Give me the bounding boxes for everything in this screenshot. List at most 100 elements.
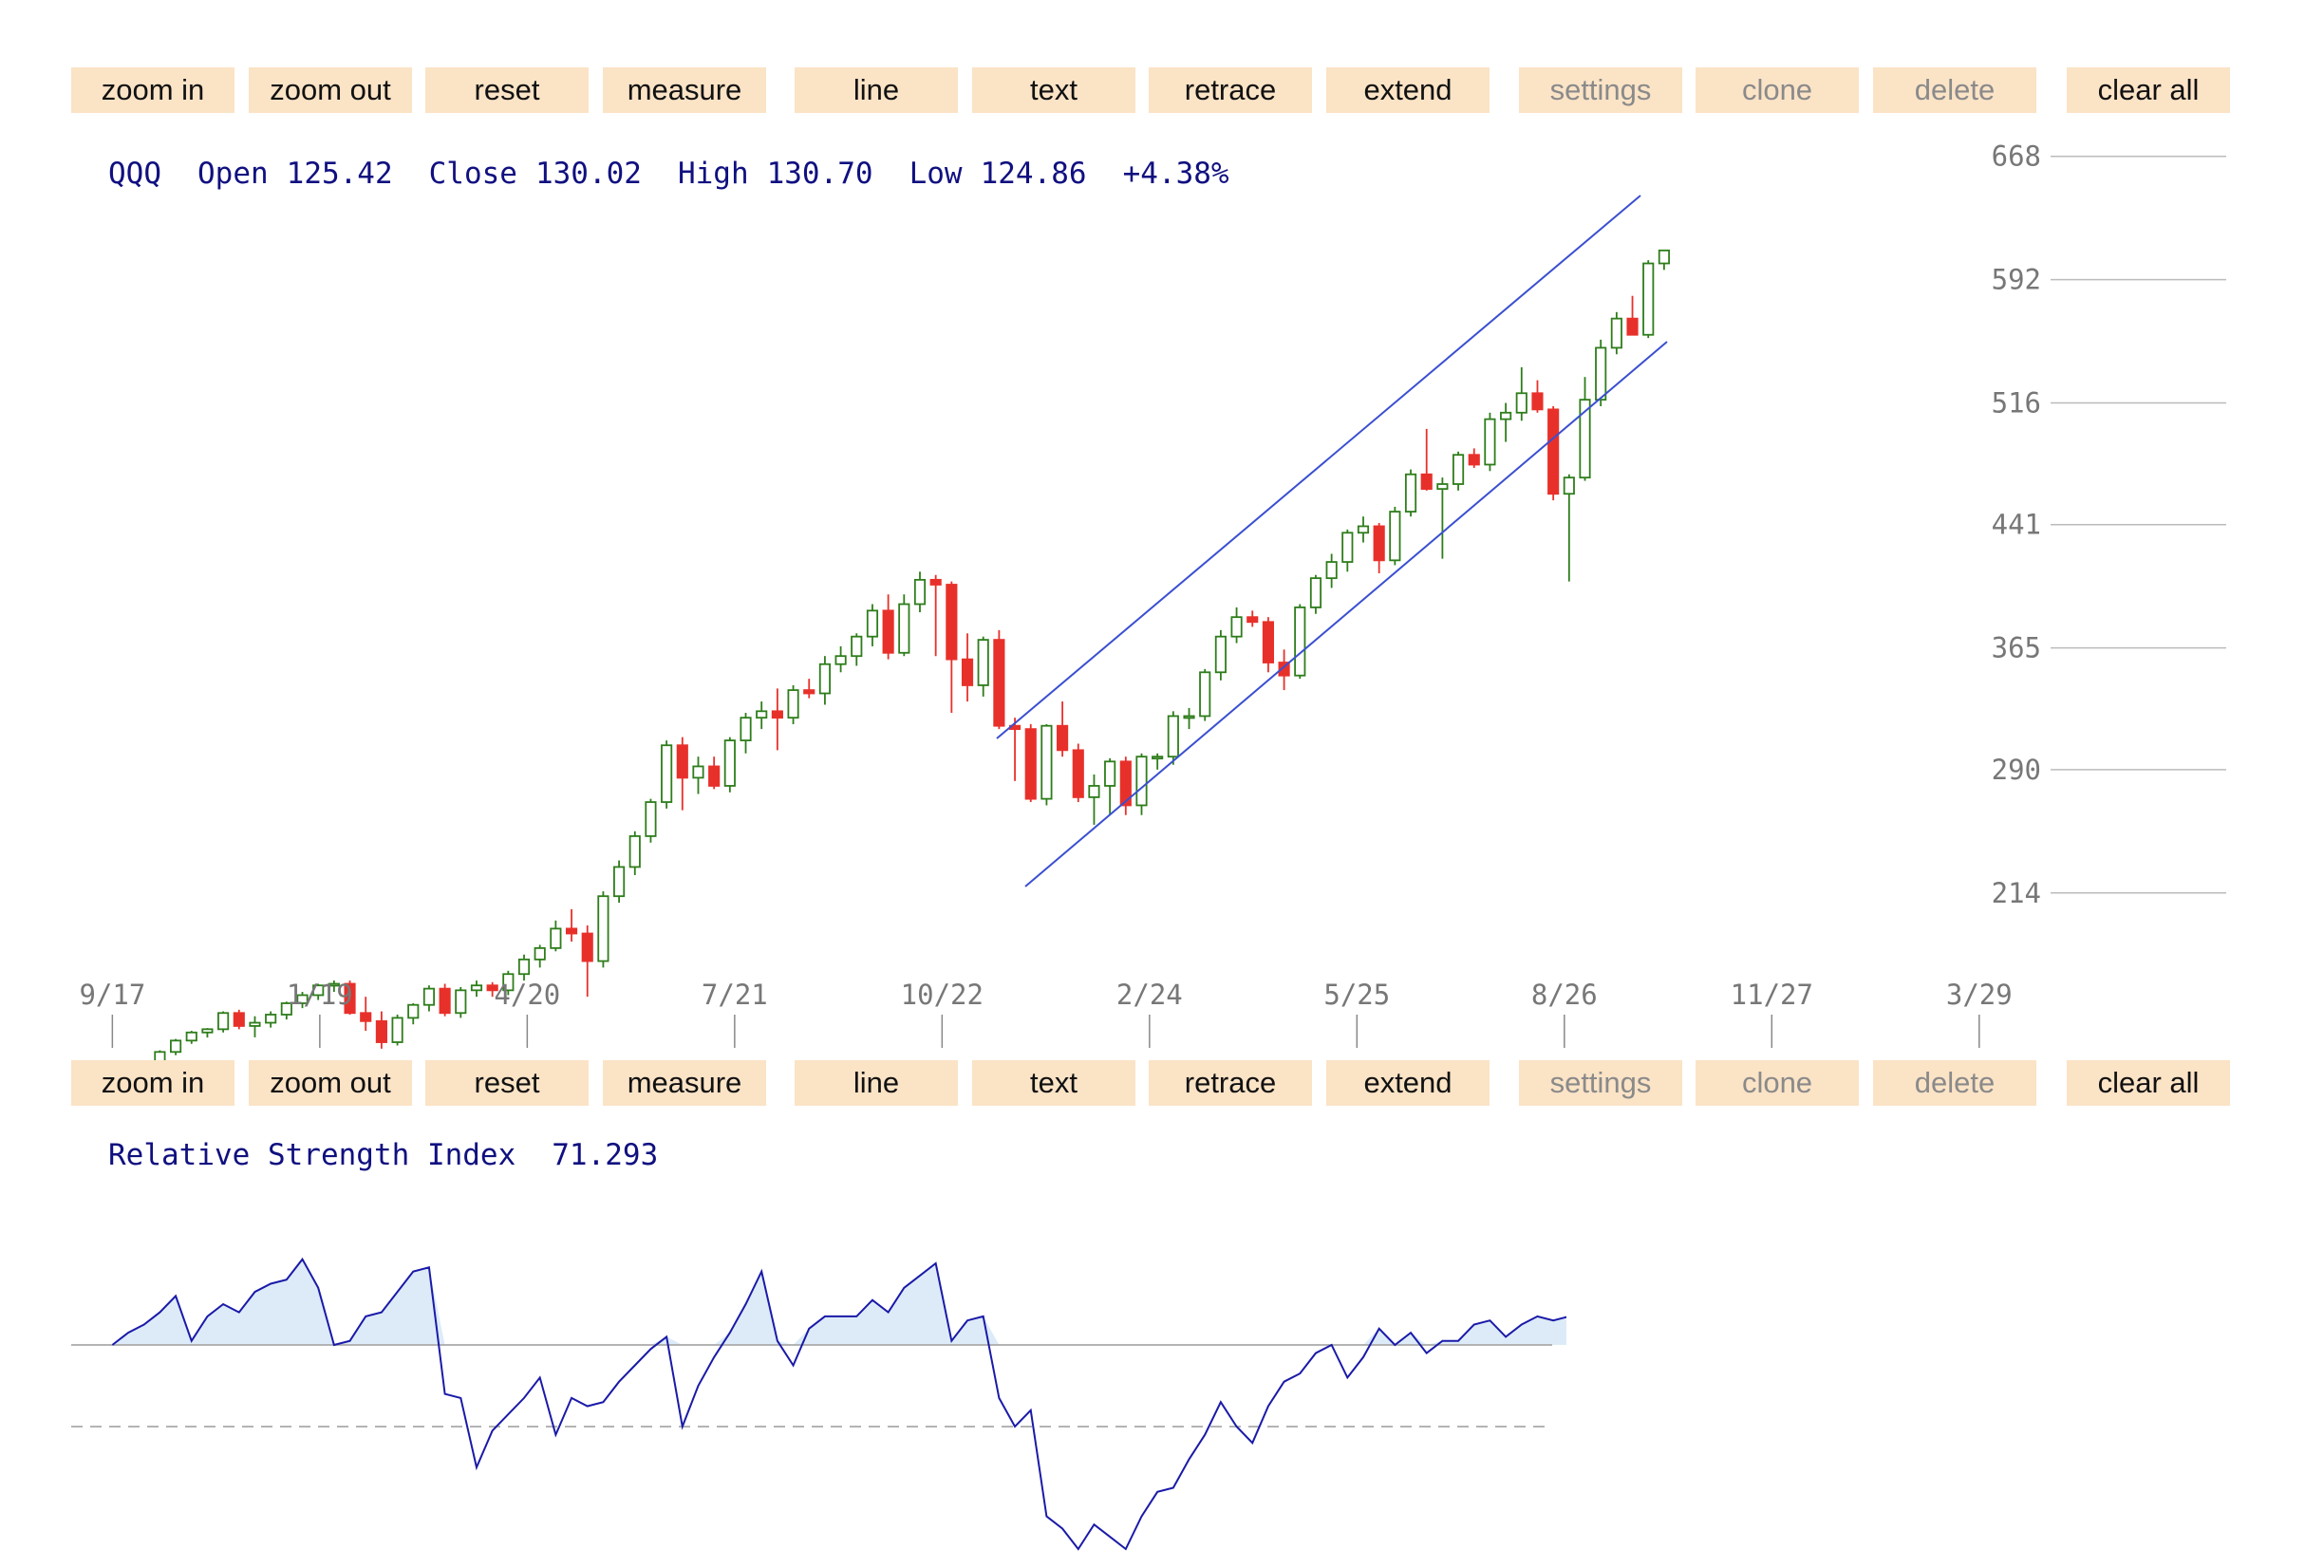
candle: [1579, 377, 1591, 481]
candle-body: [1531, 392, 1544, 411]
text-button[interactable]: text: [972, 67, 1135, 113]
rsi-chart[interactable]: Relative Strength Index 71.293: [0, 1093, 1566, 1568]
candle-body: [913, 578, 927, 606]
candle-body: [328, 982, 340, 987]
candlestick-chart[interactable]: 214 290 365 441 516 592 668 9/17 1/19 4/20 7/21 10…: [0, 0, 2324, 1068]
candle-body: [645, 801, 657, 837]
candle: [834, 645, 847, 673]
candle: [1547, 405, 1560, 501]
candle-body: [851, 635, 863, 658]
candle: [375, 1011, 387, 1049]
date-tick-label: 10/22: [901, 979, 984, 1011]
line-button[interactable]: line: [795, 67, 958, 113]
candle: [771, 688, 783, 751]
candle: [1309, 574, 1322, 614]
candle: [439, 983, 451, 1017]
change-value: +4.38%: [1123, 157, 1229, 191]
reset-button[interactable]: reset: [425, 1060, 589, 1106]
clear-all-button[interactable]: clear all: [2067, 67, 2230, 113]
candle: [929, 574, 942, 657]
candle-body: [977, 639, 989, 686]
candle-body: [1104, 760, 1116, 787]
candle: [692, 756, 704, 794]
candle-body: [1199, 671, 1211, 718]
trend-channel[interactable]: [996, 195, 1668, 887]
candle: [1595, 339, 1607, 406]
drawing-toolbar-bottom: zoom in zoom out reset measure line text retra…: [0, 1060, 2324, 1106]
candle: [486, 981, 498, 998]
delete-button[interactable]: delete: [1873, 67, 2036, 113]
price-tick-label: 516: [1992, 387, 2041, 420]
retrace-button[interactable]: retrace: [1149, 67, 1312, 113]
zoom-in-button[interactable]: zoom in: [71, 67, 234, 113]
zoom-out-button[interactable]: zoom out: [249, 67, 412, 113]
candle: [977, 636, 989, 697]
candle-body: [344, 982, 356, 1015]
candle: [312, 983, 325, 1000]
line-button[interactable]: line: [795, 1060, 958, 1106]
date-tick-label: 1/19: [287, 979, 353, 1011]
candle: [565, 908, 578, 943]
candle-body: [1325, 561, 1338, 580]
candle-body: [929, 578, 942, 586]
price-axis: 214 290 365 441 516 592 668: [1992, 140, 2041, 909]
retrace-button[interactable]: retrace: [1149, 1060, 1312, 1106]
candle-body: [217, 1012, 230, 1031]
quote-info: QQQ Open 125.42 Close 130.02 High 130.70 Low 124…: [108, 157, 1229, 191]
channel-upper-line[interactable]: [996, 195, 1641, 739]
open-value: 125.42: [287, 157, 393, 191]
candle: [1642, 260, 1655, 339]
candle: [1357, 516, 1370, 543]
candle: [1484, 412, 1496, 472]
candle: [1389, 506, 1401, 566]
candle: [993, 629, 1005, 730]
candle-body: [1452, 454, 1465, 485]
price-tick-label: 365: [1992, 632, 2041, 664]
candle-body: [422, 987, 436, 1006]
clone-button[interactable]: clone: [1696, 1060, 1859, 1106]
candle-body: [740, 717, 752, 741]
candle-body: [756, 710, 768, 719]
date-tick-label: 3/29: [1946, 979, 2013, 1011]
date-tick-label: 9/17: [79, 979, 145, 1011]
candle-body: [597, 895, 609, 962]
price-tick-label: 592: [1992, 264, 2041, 296]
clear-all-button[interactable]: clear all: [2067, 1060, 2230, 1106]
candle: [1515, 366, 1527, 421]
candle: [1341, 529, 1354, 572]
zoom-in-button[interactable]: zoom in: [71, 1060, 234, 1106]
candle-body: [1278, 662, 1290, 677]
measure-button[interactable]: measure: [603, 67, 766, 113]
candle-body: [1547, 408, 1560, 495]
open-label: Open: [197, 157, 269, 191]
candle-body: [1642, 262, 1655, 336]
zoom-out-button[interactable]: zoom out: [249, 1060, 412, 1106]
rsi-value: 71.293: [552, 1138, 658, 1172]
extend-button[interactable]: extend: [1326, 1060, 1490, 1106]
measure-button[interactable]: measure: [603, 1060, 766, 1106]
reset-button[interactable]: reset: [425, 67, 589, 113]
candle-body: [265, 1014, 277, 1024]
candle-body: [676, 744, 688, 779]
close-value: 130.02: [535, 157, 642, 191]
candle-body: [280, 1002, 292, 1016]
candle-body: [1484, 418, 1496, 466]
candle: [470, 980, 483, 998]
candle: [913, 571, 927, 613]
settings-button[interactable]: settings: [1519, 1060, 1682, 1106]
candle-body: [882, 609, 894, 654]
candle: [502, 970, 515, 996]
candle-body: [1500, 411, 1512, 420]
text-button[interactable]: text: [972, 1060, 1135, 1106]
candle-body: [723, 739, 736, 787]
candle-body: [517, 958, 531, 976]
channel-lower-line[interactable]: [1024, 341, 1668, 887]
extend-button[interactable]: extend: [1326, 67, 1490, 113]
price-tick-label: 668: [1992, 140, 2041, 173]
settings-button[interactable]: settings: [1519, 67, 1682, 113]
candle: [1294, 604, 1306, 680]
delete-button[interactable]: delete: [1873, 1060, 2036, 1106]
clone-button[interactable]: clone: [1696, 67, 1859, 113]
candle: [645, 798, 657, 843]
candle: [818, 656, 831, 705]
